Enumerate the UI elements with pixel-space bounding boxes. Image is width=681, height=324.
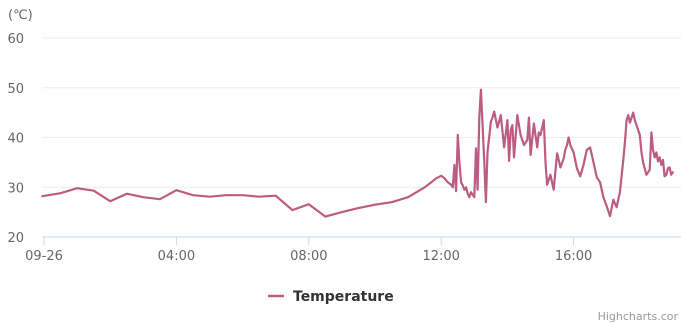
legend[interactable]: Temperature [268,289,394,305]
x-tick-label-4: 16:00 [555,249,592,264]
y-tick-label-30: 30 [7,181,24,196]
y-axis-title: (℃) [8,8,33,23]
credits-link[interactable]: Highcharts.cor [598,310,679,323]
y-tick-label-60: 60 [7,32,24,47]
series-line-temperature[interactable] [41,88,675,218]
x-tick-label-3: 12:00 [422,249,459,264]
x-axis: 09-26 04:00 08:00 12:00 16:00 [25,236,681,264]
x-tick-label-2: 08:00 [290,249,327,264]
series-layer [41,88,675,218]
x-tick-label-1: 04:00 [158,249,195,264]
y-tick-label-20: 20 [7,231,24,246]
y-axis: 20 30 40 50 60 [7,32,24,246]
x-tick-label-0: 09-26 [25,249,63,264]
y-tick-label-40: 40 [7,132,24,147]
grid-lines [42,37,681,188]
y-tick-label-50: 50 [7,82,24,97]
legend-item-label-0[interactable]: Temperature [293,289,394,305]
